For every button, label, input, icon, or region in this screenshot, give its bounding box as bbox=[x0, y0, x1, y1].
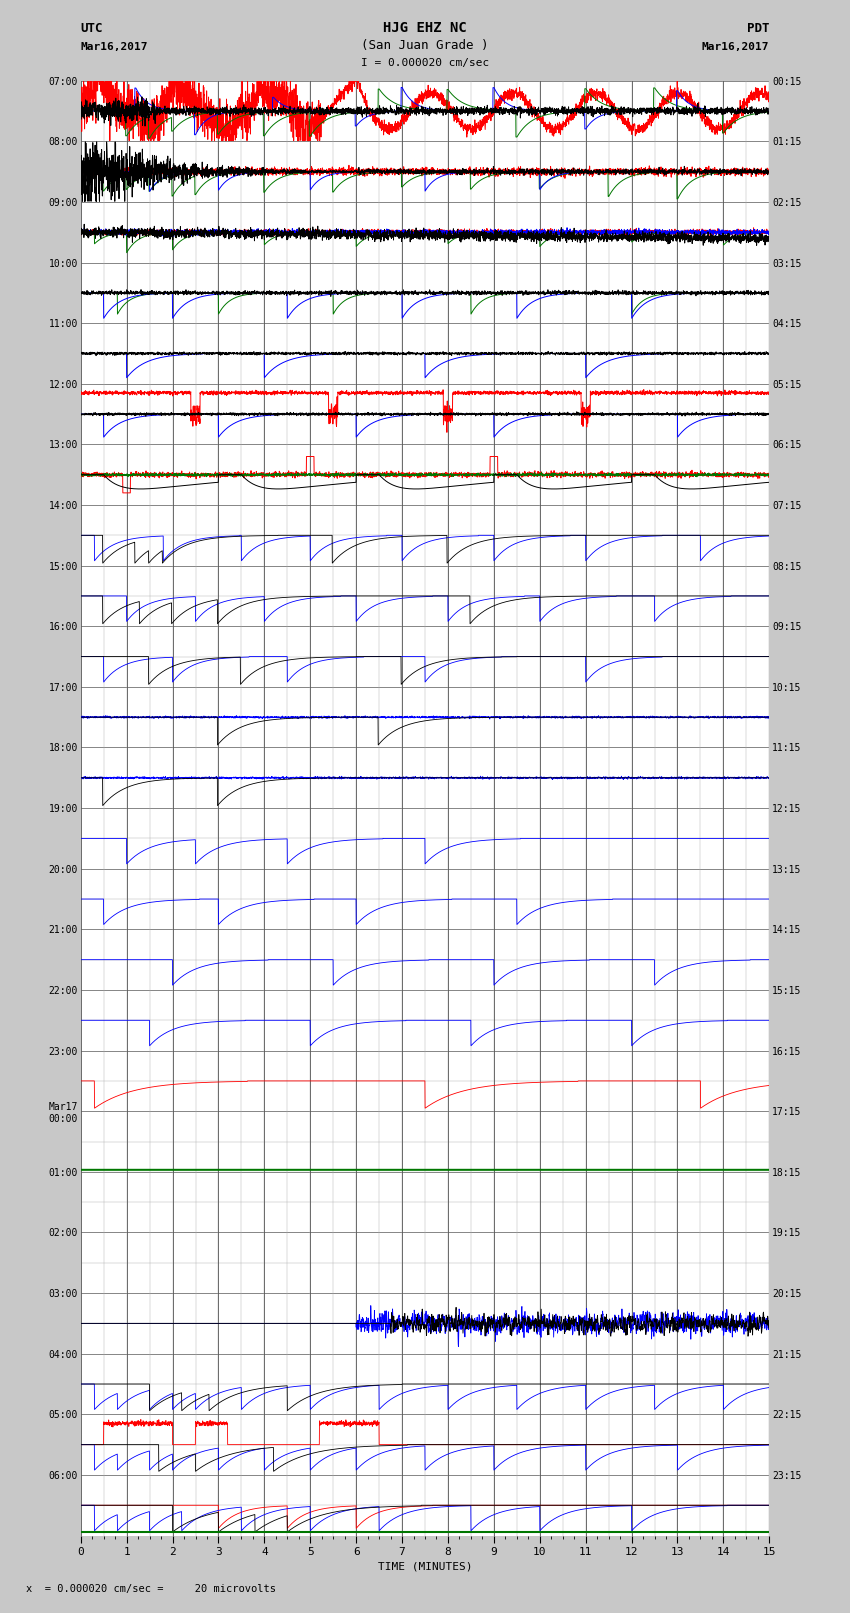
X-axis label: TIME (MINUTES): TIME (MINUTES) bbox=[377, 1561, 473, 1571]
Text: UTC: UTC bbox=[81, 23, 103, 35]
Text: I = 0.000020 cm/sec: I = 0.000020 cm/sec bbox=[361, 58, 489, 68]
Text: Mar16,2017: Mar16,2017 bbox=[702, 42, 769, 52]
Text: HJG EHZ NC: HJG EHZ NC bbox=[383, 21, 467, 35]
Text: x  = 0.000020 cm/sec =     20 microvolts: x = 0.000020 cm/sec = 20 microvolts bbox=[26, 1584, 275, 1594]
Text: Mar16,2017: Mar16,2017 bbox=[81, 42, 148, 52]
Text: PDT: PDT bbox=[747, 23, 769, 35]
Text: (San Juan Grade ): (San Juan Grade ) bbox=[361, 39, 489, 52]
